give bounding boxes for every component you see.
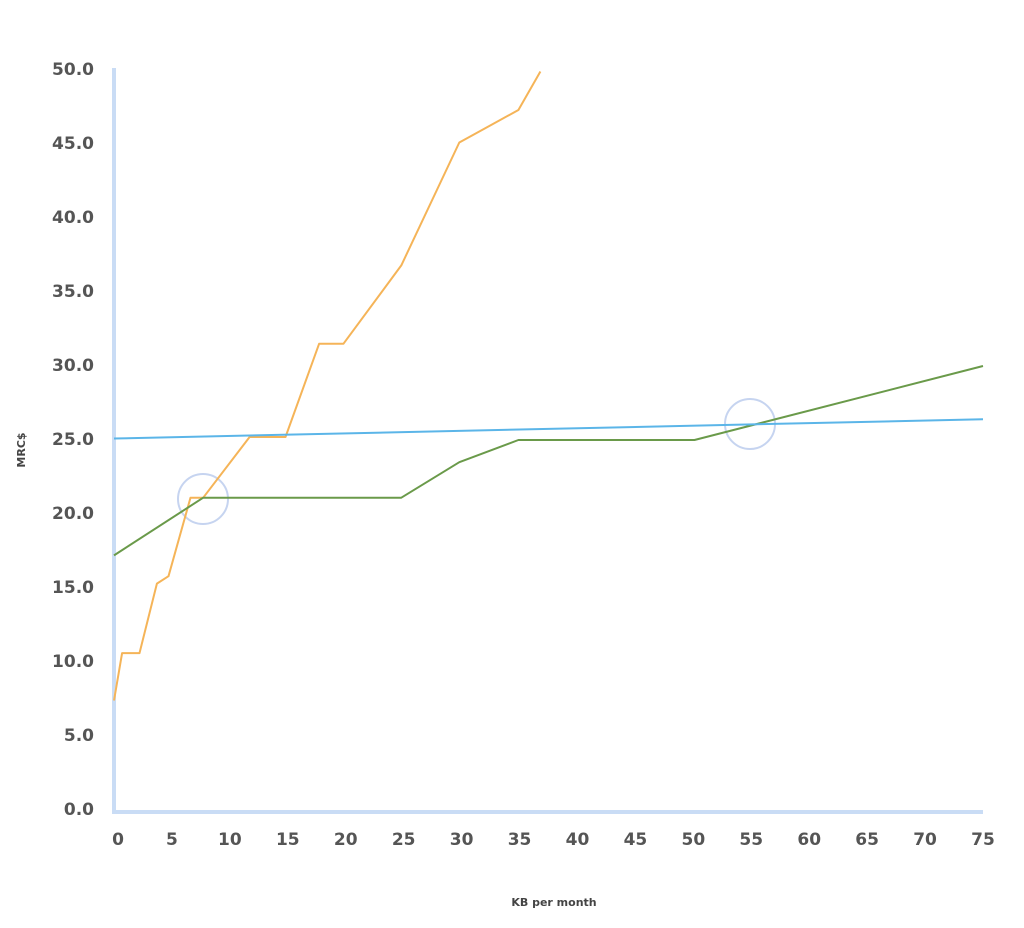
x-tick-label: 45: [624, 830, 648, 850]
y-tick-label: 15.0: [52, 578, 94, 598]
x-tick-label: 75: [971, 830, 995, 850]
x-tick-label: 50: [681, 830, 705, 850]
x-tick-label: 15: [276, 830, 300, 850]
x-tick-label: 35: [508, 830, 532, 850]
x-tick-label: 40: [566, 830, 590, 850]
y-tick-label: 25.0: [52, 430, 94, 450]
x-tick-label: 0: [112, 830, 124, 850]
y-tick-label: 40.0: [52, 208, 94, 228]
x-tick-label: 65: [855, 830, 879, 850]
series-line: [113, 365, 984, 557]
x-tick-label: 30: [450, 830, 474, 850]
series-line: [113, 71, 542, 701]
x-tick-label: 55: [739, 830, 763, 850]
y-tick-label: 50.0: [52, 60, 94, 80]
x-tick-label: 10: [218, 830, 242, 850]
y-tick-label: 10.0: [52, 652, 94, 672]
y-tick-label: 45.0: [52, 134, 94, 154]
x-tick-label: 60: [797, 830, 821, 850]
y-tick-label: 0.0: [64, 800, 94, 820]
series-line: [113, 418, 984, 440]
y-tick-label: 30.0: [52, 356, 94, 376]
x-axis-label: KB per month: [511, 896, 596, 909]
x-tick-label: 5: [166, 830, 178, 850]
x-tick-label: 25: [392, 830, 416, 850]
x-tick-label: 20: [334, 830, 358, 850]
x-tick-label: 70: [913, 830, 937, 850]
y-tick-label: 5.0: [64, 726, 94, 746]
y-tick-label: 35.0: [52, 282, 94, 302]
highlight-circle: [177, 473, 229, 525]
y-tick-label: 20.0: [52, 504, 94, 524]
y-axis-label: MRC$: [15, 432, 28, 467]
